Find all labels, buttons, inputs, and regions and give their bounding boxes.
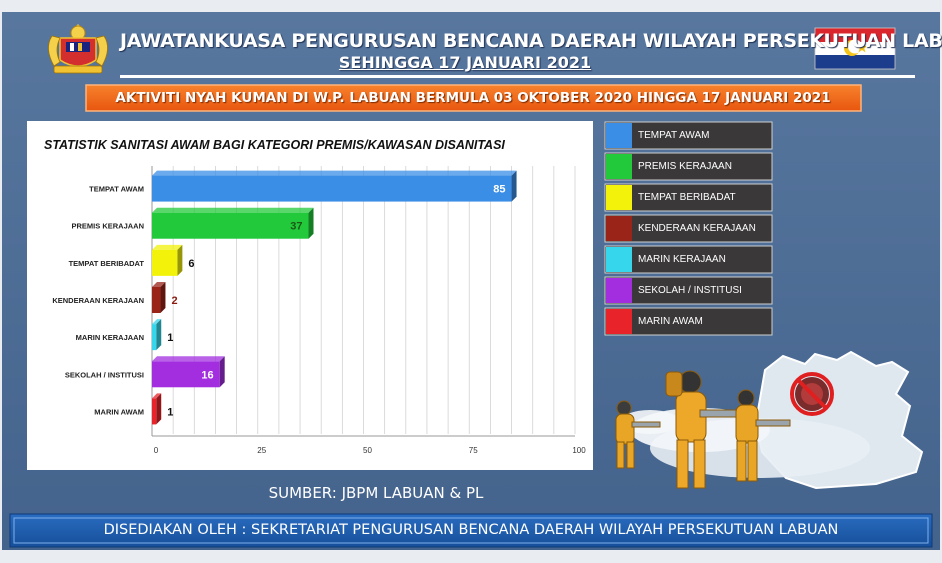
chart-title: STATISTIK SANITASI AWAM BAGI KATEGORI PR…	[44, 138, 505, 152]
coat-of-arms-icon	[48, 24, 108, 74]
chart-panel	[27, 121, 593, 470]
date-banner: AKTIVITI NYAH KUMAN DI W.P. LABUAN BERMU…	[115, 90, 831, 106]
page-title: JAWATANKUASA PENGURUSAN BENCANA DAERAH W…	[120, 30, 942, 52]
footer-bar-inner-border	[13, 517, 929, 544]
virus-prohibited-icon	[790, 372, 834, 416]
date-banner-bg	[85, 84, 862, 112]
page-subtitle: SEHINGGA 17 JANUARI 2021	[338, 53, 592, 72]
source-note: SUMBER: JBPM LABUAN & PL	[268, 484, 484, 502]
footer-credit: DISEDIAKAN OLEH : SEKRETARIAT PENGURUSAN…	[103, 522, 839, 538]
footer-bar-bg	[9, 513, 933, 548]
title-divider	[120, 75, 915, 78]
labuan-flag-icon	[814, 27, 896, 70]
